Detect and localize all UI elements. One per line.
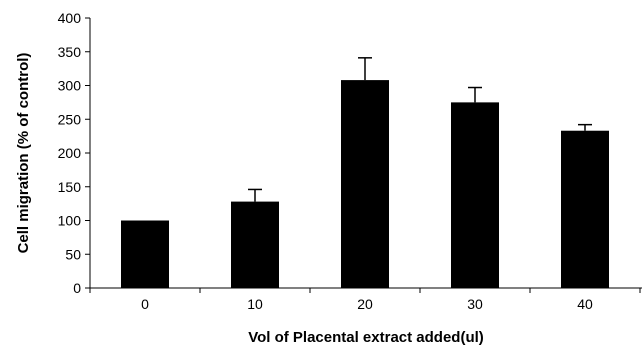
- x-axis: 0 10 20 30 40: [89, 287, 642, 312]
- y-axis: 0 50 100 150 200 250 300 350 400: [58, 10, 91, 296]
- y-tick-label: 100: [58, 213, 82, 229]
- error-bars: [248, 57, 592, 202]
- y-tick-label: 300: [58, 78, 82, 94]
- x-tick-label: 10: [247, 296, 263, 312]
- x-tick-label: 40: [577, 296, 593, 312]
- y-tick-label: 150: [58, 179, 82, 195]
- bars: [121, 80, 609, 288]
- x-tick-label: 20: [357, 296, 373, 312]
- x-axis-label: Vol of Placental extract added(ul): [248, 329, 484, 346]
- bar-0: [121, 220, 169, 288]
- x-tick-label: 0: [141, 296, 149, 312]
- bar-20: [341, 80, 389, 288]
- x-tick-label: 30: [467, 296, 483, 312]
- bar-10: [231, 201, 279, 288]
- y-tick-label: 350: [58, 44, 82, 60]
- bar-40: [561, 130, 609, 288]
- y-tick-label: 400: [58, 10, 82, 26]
- y-tick-label: 200: [58, 145, 82, 161]
- y-tick-label: 250: [58, 111, 82, 127]
- y-tick-label: 0: [73, 280, 81, 296]
- y-tick-label: 50: [65, 246, 81, 262]
- bar-30: [451, 102, 499, 288]
- y-axis-label: Cell migration (% of control): [15, 53, 32, 254]
